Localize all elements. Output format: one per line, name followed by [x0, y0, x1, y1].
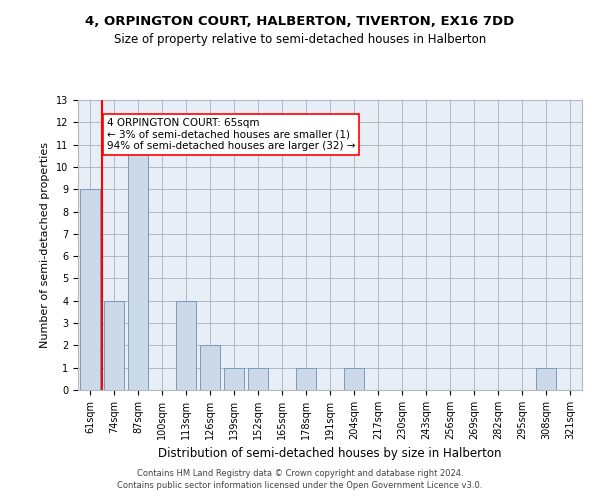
- Text: Contains public sector information licensed under the Open Government Licence v3: Contains public sector information licen…: [118, 481, 482, 490]
- Bar: [176, 301, 196, 390]
- Text: 4, ORPINGTON COURT, HALBERTON, TIVERTON, EX16 7DD: 4, ORPINGTON COURT, HALBERTON, TIVERTON,…: [85, 15, 515, 28]
- Bar: [344, 368, 364, 390]
- Bar: [80, 189, 100, 390]
- Y-axis label: Number of semi-detached properties: Number of semi-detached properties: [40, 142, 50, 348]
- Text: Contains HM Land Registry data © Crown copyright and database right 2024.: Contains HM Land Registry data © Crown c…: [137, 468, 463, 477]
- Bar: [296, 368, 316, 390]
- Text: Size of property relative to semi-detached houses in Halberton: Size of property relative to semi-detach…: [114, 32, 486, 46]
- Bar: [248, 368, 268, 390]
- Text: 4 ORPINGTON COURT: 65sqm
← 3% of semi-detached houses are smaller (1)
94% of sem: 4 ORPINGTON COURT: 65sqm ← 3% of semi-de…: [107, 118, 355, 151]
- Bar: [128, 144, 148, 390]
- Bar: [224, 368, 244, 390]
- X-axis label: Distribution of semi-detached houses by size in Halberton: Distribution of semi-detached houses by …: [158, 448, 502, 460]
- Bar: [200, 346, 220, 390]
- Bar: [536, 368, 556, 390]
- Bar: [104, 301, 124, 390]
